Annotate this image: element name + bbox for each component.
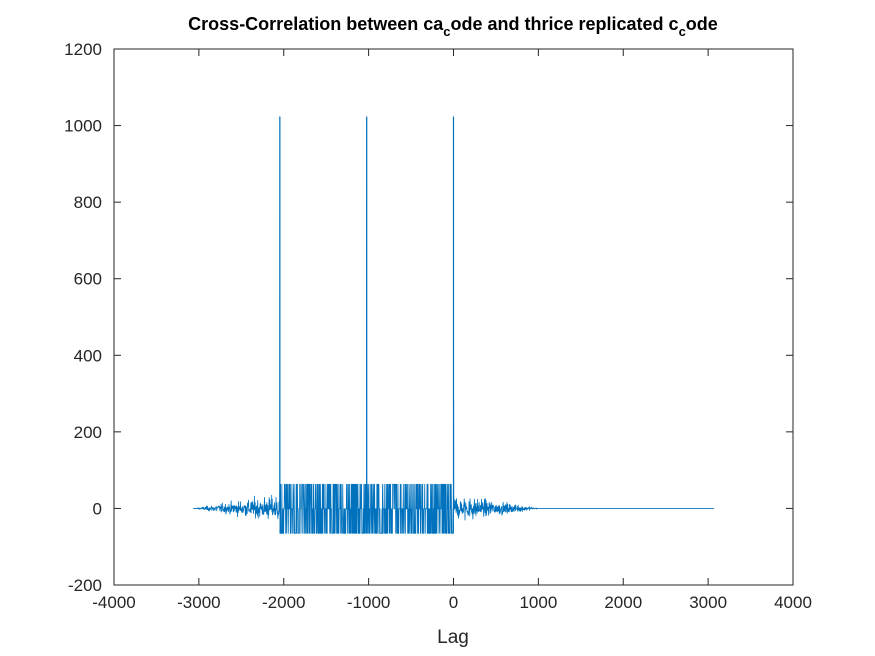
chart-title-part: ode and thrice replicated c (450, 14, 678, 34)
x-axis-label: Lag (437, 627, 469, 648)
y-tick-label: 800 (74, 193, 102, 212)
tick-group: -4000 -3000 -2000 -1000 0 1000 2000 3000 4000-20… (64, 40, 812, 612)
y-tick-label: -200 (68, 576, 102, 595)
y-tick-label: 600 (74, 270, 102, 289)
x-tick-label: 0 (449, 593, 458, 612)
x-tick-label: 3000 (689, 593, 727, 612)
x-tick-label: 1000 (519, 593, 557, 612)
x-tick-label: -2000 (262, 593, 305, 612)
x-tick-label: -4000 (92, 593, 135, 612)
chart-title-part: c (679, 24, 686, 39)
y-tick-label: 1200 (64, 40, 102, 59)
chart-title-part: Cross-Correlation between ca (188, 14, 444, 34)
y-tick-label: 400 (74, 346, 102, 365)
x-tick-label: 4000 (774, 593, 812, 612)
x-tick-label: 2000 (604, 593, 642, 612)
series-line (192, 116, 714, 534)
y-tick-label: 200 (74, 423, 102, 442)
x-tick-label: -1000 (347, 593, 390, 612)
chart-title-part: ode (686, 14, 718, 34)
x-tick-label: -3000 (177, 593, 220, 612)
y-tick-label: 0 (93, 499, 102, 518)
chart-title-part: c (443, 24, 450, 39)
series-line-group (192, 116, 714, 534)
chart-title: Cross-Correlation between cacode and thr… (188, 14, 718, 39)
y-tick-label: 1000 (64, 117, 102, 136)
